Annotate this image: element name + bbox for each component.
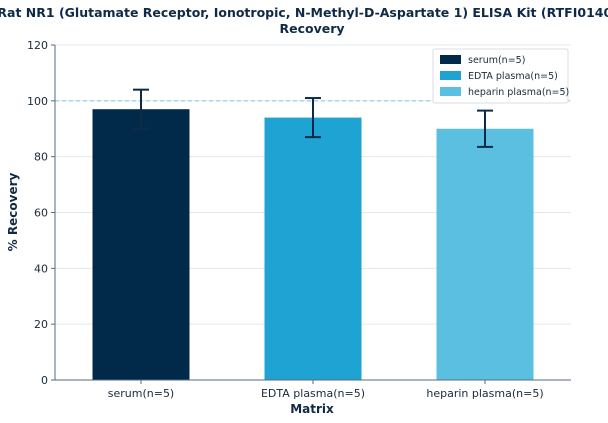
legend-label: heparin plasma(n=5): [468, 87, 569, 98]
y-tick-label: 20: [34, 318, 48, 331]
chart-title: Rat NR1 (Glutamate Receptor, Ionotropic,…: [0, 5, 608, 20]
y-tick-label: 60: [34, 207, 48, 220]
legend-swatch: [440, 87, 461, 96]
bar: [264, 117, 362, 380]
bars: [92, 109, 534, 380]
x-tick-label: serum(n=5): [108, 387, 174, 400]
legend-label: EDTA plasma(n=5): [468, 71, 558, 82]
x-tick-labels: serum(n=5) EDTA plasma(n=5) heparin plasma…: [108, 387, 544, 400]
legend-label: serum(n=5): [468, 55, 525, 66]
y-tick-label: 0: [41, 374, 48, 387]
y-tick-label: 120: [27, 39, 48, 52]
bar: [92, 109, 190, 380]
y-axis-label: % Recovery: [6, 173, 20, 252]
chart-subtitle: Recovery: [279, 21, 344, 36]
y-tick-label: 100: [27, 95, 48, 108]
bar: [436, 128, 534, 380]
x-tick-label: EDTA plasma(n=5): [261, 387, 365, 400]
x-tick-label: heparin plasma(n=5): [426, 387, 543, 400]
axes: [51, 44, 571, 384]
y-tick-label: 40: [34, 262, 48, 275]
error-bars: [133, 88, 493, 148]
y-tick-label: 80: [34, 151, 48, 164]
x-axis-label: Matrix: [290, 402, 334, 416]
legend: serum(n=5) EDTA plasma(n=5) heparin plasma…: [432, 48, 569, 104]
legend-swatch: [440, 71, 461, 80]
y-tick-labels: 0 20 40 60 80 100 120: [27, 39, 48, 387]
legend-box: [432, 48, 569, 104]
legend-swatch: [440, 55, 461, 64]
